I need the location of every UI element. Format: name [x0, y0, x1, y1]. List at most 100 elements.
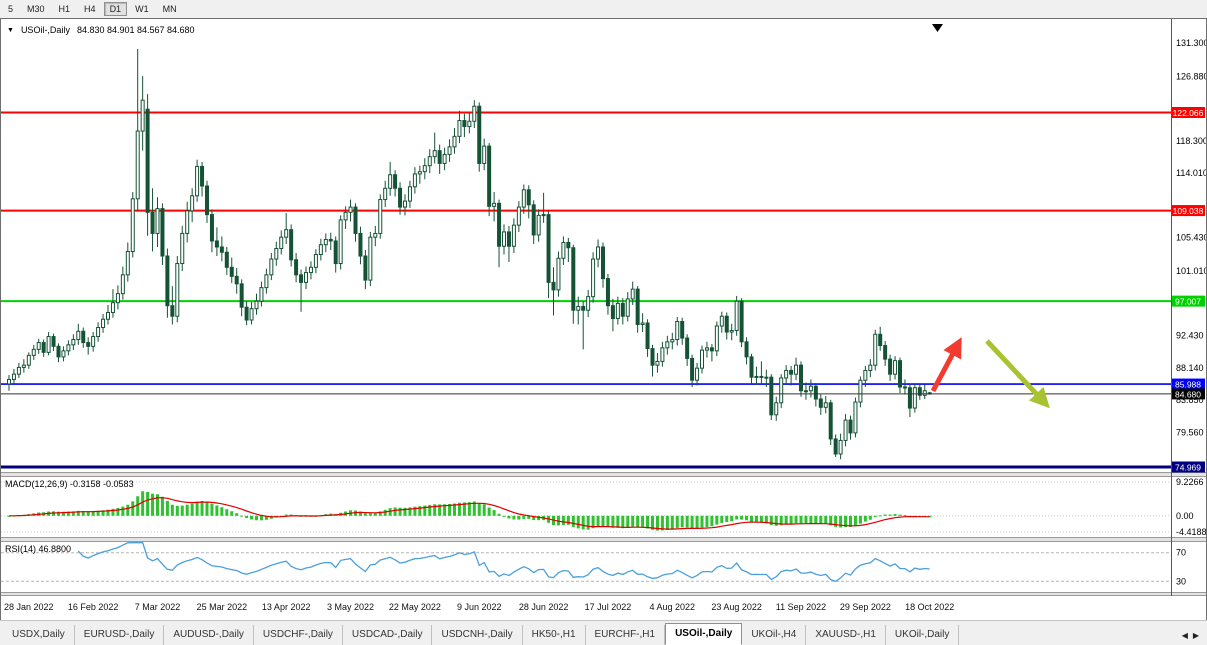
timeframe-button-h4[interactable]: H4 [84, 4, 96, 14]
macd-bar [779, 515, 783, 526]
macd-bar [264, 515, 268, 520]
tab-eurusd-daily[interactable]: EURUSD-,Daily [75, 625, 165, 645]
candle-body [878, 333, 883, 347]
timeframe-button-h1[interactable]: H1 [58, 4, 71, 14]
candle-body [591, 258, 596, 298]
date-label: 18 Oct 2022 [905, 602, 954, 612]
candle-body [81, 330, 86, 344]
price-badge [1172, 461, 1205, 473]
macd-bar [96, 510, 100, 516]
timeframe-button-5[interactable]: 5 [8, 4, 14, 14]
chart-shift-marker-icon[interactable] [932, 24, 943, 32]
tab-hk50-h1[interactable]: HK50-,H1 [523, 625, 586, 645]
macd-bar [789, 515, 793, 525]
candle-body [180, 232, 185, 265]
tab-eurchf-h1[interactable]: EURCHF-,H1 [586, 625, 666, 645]
candle-body [680, 320, 685, 339]
candle-body [353, 206, 358, 234]
macd-bar [443, 504, 447, 516]
macd-bar [883, 514, 887, 516]
tab-ukoil-h4[interactable]: UKOil-,H4 [742, 625, 807, 645]
timeframe-button-d1[interactable]: D1 [103, 2, 128, 16]
candle-body [195, 165, 200, 197]
price-badge-label: 122.066 [1173, 108, 1204, 118]
macd-bar [527, 515, 531, 519]
timeframe-button-mn[interactable]: MN [162, 4, 177, 14]
tab-xauusd-h1[interactable]: XAUUSD-,H1 [806, 625, 886, 645]
macd-bar [680, 515, 684, 528]
macd-bar [710, 515, 714, 527]
macd-bar [477, 503, 481, 516]
candle-body [482, 145, 487, 164]
macd-bar [250, 515, 254, 520]
candle-body [546, 214, 551, 283]
macd-bar [492, 510, 496, 516]
price-badge-label: 97.007 [1175, 297, 1201, 307]
rsi-indicator-title: RSI(14) 46.8800 [5, 544, 72, 554]
macd-bar [750, 515, 753, 522]
green-down-arrow[interactable] [985, 339, 1050, 409]
candle-body [729, 330, 734, 333]
candle-body [16, 366, 21, 375]
macd-bar [690, 515, 694, 529]
macd-bar [611, 515, 615, 528]
macd-bar [740, 515, 744, 520]
candle-body [759, 375, 764, 378]
macd-bar [448, 504, 452, 516]
macd-bar [735, 515, 739, 520]
tab-usdcnh-daily[interactable]: USDCNH-,Daily [432, 625, 523, 645]
candle-body [551, 281, 556, 291]
tab-usoil-daily[interactable]: USOil-,Daily [665, 623, 743, 645]
pane-splitter[interactable] [1, 592, 1206, 596]
candle-body [120, 274, 125, 295]
candle-body [125, 250, 130, 276]
macd-bar [839, 515, 843, 528]
date-label: 3 May 2022 [327, 602, 374, 612]
macd-bar [438, 504, 442, 516]
macd-bar [665, 515, 669, 530]
date-label: 23 Aug 2022 [711, 602, 762, 612]
date-label: 28 Jun 2022 [519, 602, 569, 612]
tab-ukoil-daily[interactable]: UKOil-,Daily [886, 625, 960, 645]
macd-bar [398, 507, 402, 516]
macd-bar [804, 515, 808, 524]
candle-body [704, 347, 709, 351]
macd-bar [462, 502, 466, 516]
candle-body [101, 318, 106, 329]
date-label: 4 Aug 2022 [650, 602, 696, 612]
timeframe-button-m30[interactable]: M30 [27, 4, 45, 14]
tab-usdchf-daily[interactable]: USDCHF-,Daily [254, 625, 343, 645]
macd-bar [571, 515, 575, 527]
pane-splitter[interactable] [1, 537, 1206, 542]
candle-body [561, 241, 566, 259]
candle-body [719, 315, 724, 327]
candle-body [407, 186, 412, 202]
macd-bar [81, 511, 85, 516]
price-badge [1172, 107, 1205, 119]
red-up-arrow[interactable] [930, 337, 962, 393]
candle-body [794, 364, 799, 375]
tab-scroll-left-icon[interactable]: ◀ [1181, 631, 1188, 640]
timeframe-button-w1[interactable]: W1 [135, 4, 149, 14]
macd-bar [819, 515, 823, 524]
macd-bar [255, 515, 258, 521]
tab-audusd-daily[interactable]: AUDUSD-,Daily [164, 625, 254, 645]
price-badge [1172, 378, 1205, 390]
pane-splitter[interactable] [1, 472, 1206, 477]
price-chart-canvas[interactable]: 131.300 126.880 118.300 114.010 105.430 101.0… [1, 19, 1206, 620]
candle-body [526, 189, 531, 206]
chart-window[interactable]: 131.300 126.880 118.300 114.010 105.430 101.0… [0, 18, 1207, 621]
candle-body [155, 208, 160, 234]
macd-bar [428, 504, 432, 516]
price-axis[interactable] [1171, 19, 1206, 596]
candle-body [596, 246, 601, 260]
tab-scroll-right-icon[interactable]: ▶ [1192, 631, 1199, 640]
tab-usdx-daily[interactable]: USDX,Daily [3, 625, 75, 645]
collapse-triangle-icon[interactable]: ▼ [7, 27, 14, 34]
tab-usdcad-daily[interactable]: USDCAD-,Daily [343, 625, 433, 645]
time-axis[interactable] [1, 596, 1206, 620]
macd-bar [646, 515, 650, 529]
macd-bar [651, 515, 654, 530]
macd-bar [764, 515, 768, 524]
macd-bar [358, 511, 362, 516]
